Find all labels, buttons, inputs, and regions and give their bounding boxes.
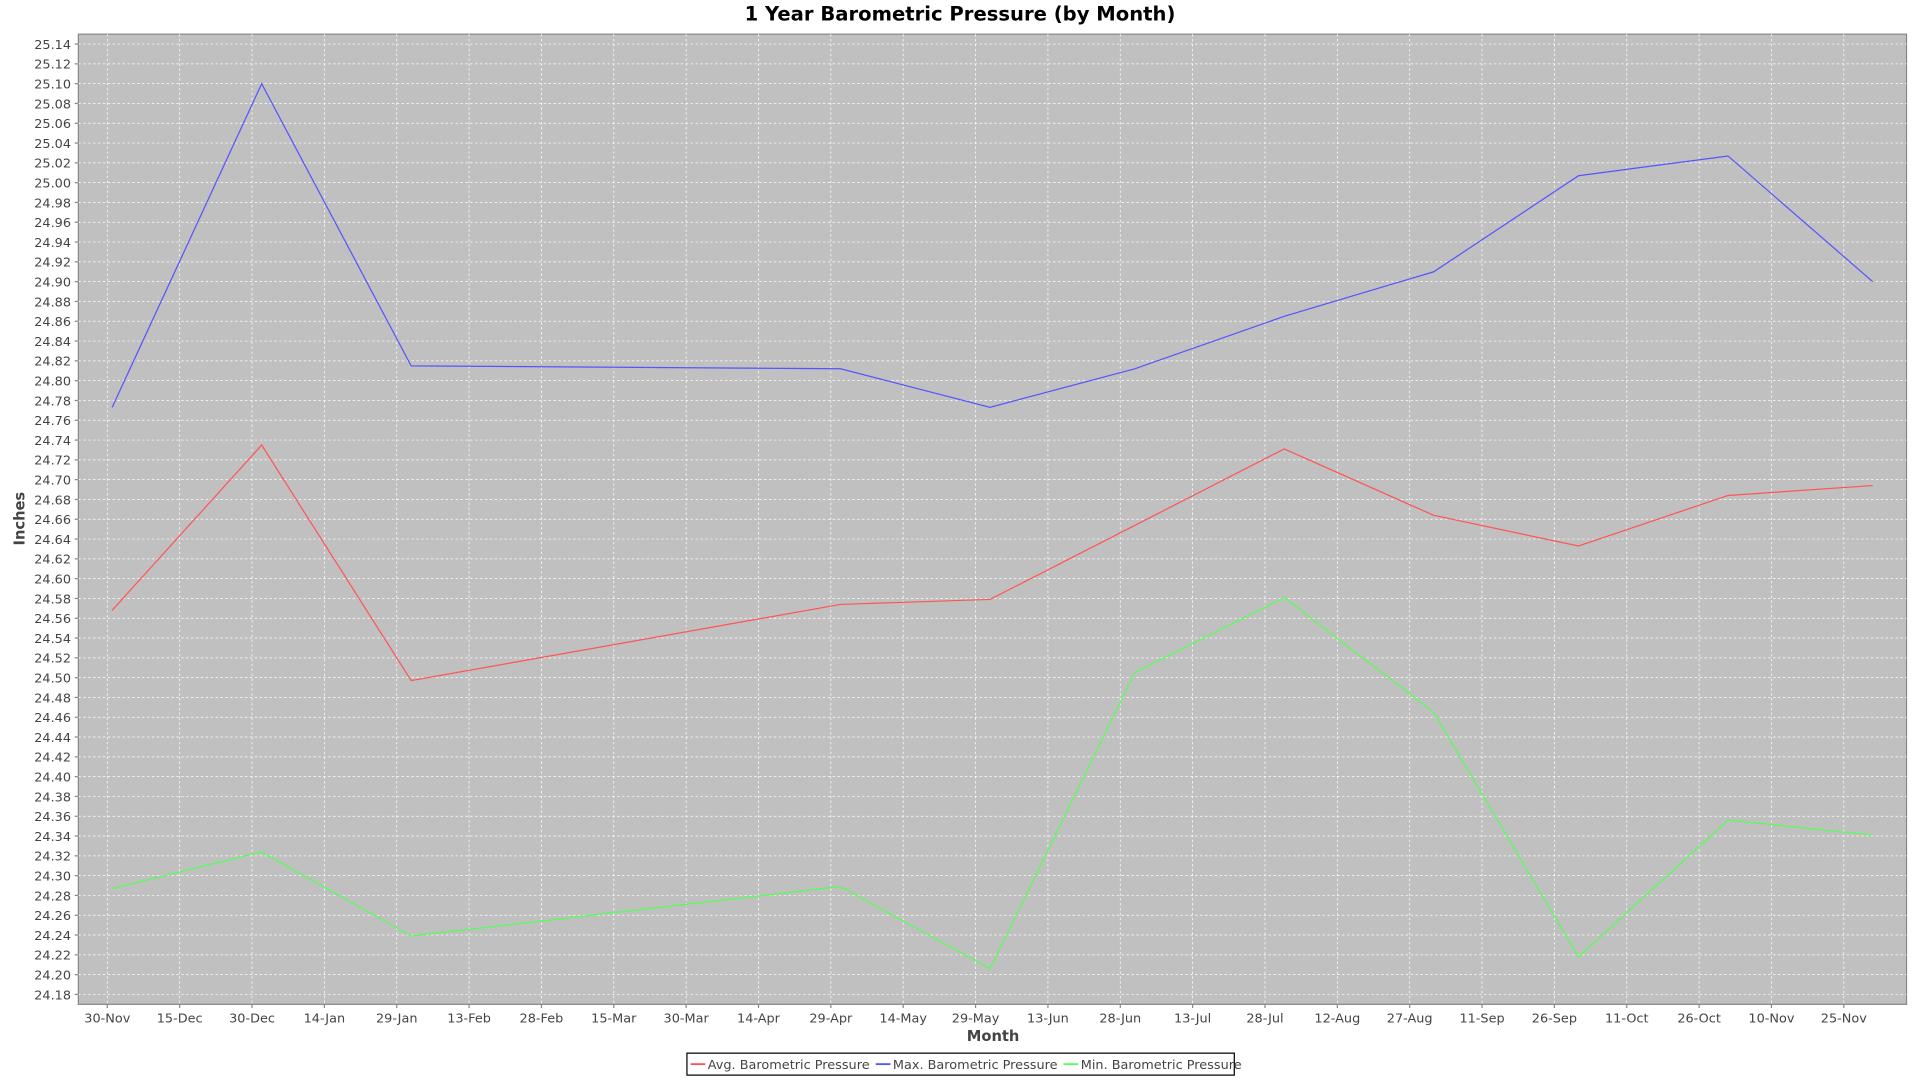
legend-label: Avg. Barometric Pressure xyxy=(708,1058,870,1073)
legend-label: Min. Barometric Pressure xyxy=(1081,1058,1242,1073)
grid xyxy=(78,34,1907,1005)
x-axis: 30-Nov 15-Dec 30-Dec 14-Jan 29-Jan 13-Feb 28-F… xyxy=(84,1004,1867,1027)
x-tick-label: 29-Jan xyxy=(376,1012,418,1027)
y-tick-label: 24.70 xyxy=(34,474,71,489)
y-tick-label: 24.88 xyxy=(34,295,71,310)
x-axis-label: Month xyxy=(967,1028,1020,1045)
y-tick-label: 24.46 xyxy=(34,711,71,726)
y-tick-label: 24.56 xyxy=(34,612,71,627)
y-tick-label: 24.28 xyxy=(34,889,71,904)
y-tick-label: 24.32 xyxy=(34,850,71,865)
x-tick-label: 13-Jun xyxy=(1027,1012,1069,1027)
x-tick-label: 28-Jun xyxy=(1099,1012,1141,1027)
x-tick-label: 14-Jan xyxy=(304,1012,346,1027)
y-tick-label: 25.10 xyxy=(34,78,71,93)
y-tick-label: 24.18 xyxy=(34,988,71,1003)
series-line-max xyxy=(111,82,1874,408)
y-tick-label: 24.22 xyxy=(34,949,71,964)
y-tick-label: 24.50 xyxy=(34,672,71,687)
y-tick-label: 24.62 xyxy=(34,553,71,568)
y-tick-label: 24.92 xyxy=(34,256,71,271)
x-tick-label: 28-Jul xyxy=(1246,1012,1283,1027)
y-tick-label: 25.02 xyxy=(34,157,71,172)
x-tick-label: 26-Oct xyxy=(1677,1012,1721,1027)
series-line-min xyxy=(112,596,1873,970)
y-tick-label: 24.52 xyxy=(34,652,71,667)
x-tick-label: 14-May xyxy=(879,1012,927,1027)
y-tick-label: 25.12 xyxy=(34,58,71,73)
legend-label: Max. Barometric Pressure xyxy=(893,1058,1058,1073)
x-tick-label: 12-Aug xyxy=(1314,1012,1360,1027)
y-tick-label: 24.78 xyxy=(34,394,71,409)
y-tick-label: 24.98 xyxy=(34,196,71,211)
y-tick-label: 24.90 xyxy=(34,276,71,291)
y-tick-label: 24.30 xyxy=(34,870,71,885)
y-tick-label: 24.24 xyxy=(34,929,71,944)
y-tick-label: 24.94 xyxy=(34,236,71,251)
y-tick-label: 24.86 xyxy=(34,315,71,330)
y-tick-label: 24.48 xyxy=(34,691,71,706)
y-tick-label: 24.74 xyxy=(34,434,71,449)
y-tick-label: 24.38 xyxy=(34,790,71,805)
x-tick-label: 15-Mar xyxy=(591,1012,637,1027)
y-tick-label: 25.06 xyxy=(34,117,71,132)
y-tick-label: 24.20 xyxy=(34,969,71,984)
y-tick-label: 24.34 xyxy=(34,830,71,845)
y-tick-label: 24.54 xyxy=(34,632,71,647)
legend: Avg. Barometric Pressure Max. Barometric … xyxy=(686,1052,1242,1076)
y-tick-label: 24.42 xyxy=(34,751,71,766)
series-lines xyxy=(111,82,1874,970)
chart-title: 1 Year Barometric Pressure (by Month) xyxy=(745,3,1176,26)
x-tick-label: 29-Apr xyxy=(809,1012,853,1027)
x-tick-label: 11-Sep xyxy=(1459,1012,1504,1027)
x-tick-label: 13-Feb xyxy=(447,1012,491,1027)
x-tick-label: 10-Nov xyxy=(1748,1012,1794,1027)
y-tick-label: 24.84 xyxy=(34,335,71,350)
x-tick-label: 29-May xyxy=(952,1012,1000,1027)
y-tick-label: 25.14 xyxy=(34,38,71,53)
y-axis-label: Inches xyxy=(11,492,28,546)
y-tick-label: 24.66 xyxy=(34,513,71,528)
y-tick-label: 24.64 xyxy=(34,533,71,548)
y-tick-label: 24.36 xyxy=(34,810,71,825)
y-tick-label: 24.96 xyxy=(34,216,71,231)
y-tick-label: 24.68 xyxy=(34,493,71,508)
x-tick-label: 28-Feb xyxy=(520,1012,564,1027)
y-tick-label: 24.40 xyxy=(34,771,71,786)
y-tick-label: 24.76 xyxy=(34,414,71,429)
x-tick-label: 30-Mar xyxy=(664,1012,710,1027)
y-axis: 24.18 24.20 24.22 24.24 24.26 24.28 24.30 24.32… xyxy=(34,38,79,1003)
y-tick-label: 24.80 xyxy=(34,375,71,390)
y-tick-label: 25.00 xyxy=(34,177,71,192)
x-tick-label: 25-Nov xyxy=(1821,1012,1867,1027)
x-tick-label: 27-Aug xyxy=(1387,1012,1433,1027)
y-tick-label: 25.04 xyxy=(34,137,71,152)
x-tick-label: 30-Nov xyxy=(84,1012,130,1027)
y-tick-label: 24.72 xyxy=(34,454,71,469)
y-tick-label: 24.26 xyxy=(34,909,71,924)
series-line-avg xyxy=(111,444,1873,682)
x-tick-label: 30-Dec xyxy=(229,1012,275,1027)
x-tick-label: 15-Dec xyxy=(157,1012,203,1027)
x-tick-label: 14-Apr xyxy=(737,1012,781,1027)
y-tick-label: 25.08 xyxy=(34,97,71,112)
y-tick-label: 24.82 xyxy=(34,355,71,370)
y-tick-label: 24.44 xyxy=(34,731,71,746)
y-tick-label: 24.58 xyxy=(34,592,71,607)
x-tick-label: 26-Sep xyxy=(1532,1012,1577,1027)
y-tick-label: 24.60 xyxy=(34,573,71,588)
x-tick-label: 13-Jul xyxy=(1174,1012,1211,1027)
x-tick-label: 11-Oct xyxy=(1605,1012,1649,1027)
